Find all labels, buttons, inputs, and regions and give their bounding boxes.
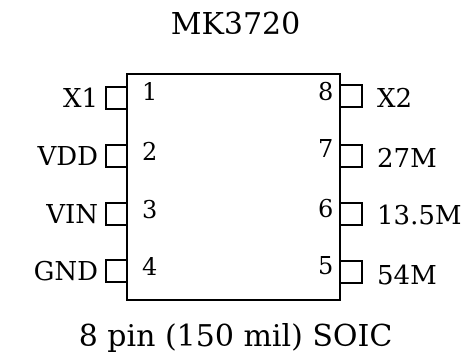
left-pin-stub-1 [105, 86, 127, 110]
right-signal-7: 27M [377, 144, 437, 174]
right-signal-6: 13.5M [377, 201, 462, 231]
left-pin-stub-2 [105, 144, 127, 168]
left-signal-2: VDD [37, 142, 98, 172]
left-signal-4: GND [33, 257, 98, 287]
left-pin-number-2: 2 [142, 138, 158, 166]
left-signal-1: X1 [62, 84, 98, 114]
left-pin-stub-4 [105, 259, 127, 283]
right-signal-8: X2 [377, 84, 413, 114]
right-signal-5: 54M [377, 261, 437, 291]
package-caption: 8 pin (150 mil) SOIC [78, 319, 393, 354]
right-pin-stub-8 [340, 84, 363, 108]
right-pin-number-7: 7 [318, 135, 334, 163]
left-pin-stub-3 [105, 202, 127, 226]
left-pin-number-1: 1 [142, 78, 158, 106]
right-pin-number-8: 8 [318, 78, 334, 106]
right-pin-stub-7 [340, 144, 363, 168]
right-pin-number-6: 6 [318, 195, 334, 223]
left-pin-number-4: 4 [142, 253, 158, 281]
left-pin-number-3: 3 [142, 196, 158, 224]
part-number-title: MK3720 [170, 7, 301, 42]
right-pin-stub-6 [340, 202, 363, 226]
ic-body [126, 73, 341, 301]
right-pin-number-5: 5 [318, 252, 334, 280]
left-signal-3: VIN [46, 200, 98, 230]
right-pin-stub-5 [340, 260, 363, 284]
